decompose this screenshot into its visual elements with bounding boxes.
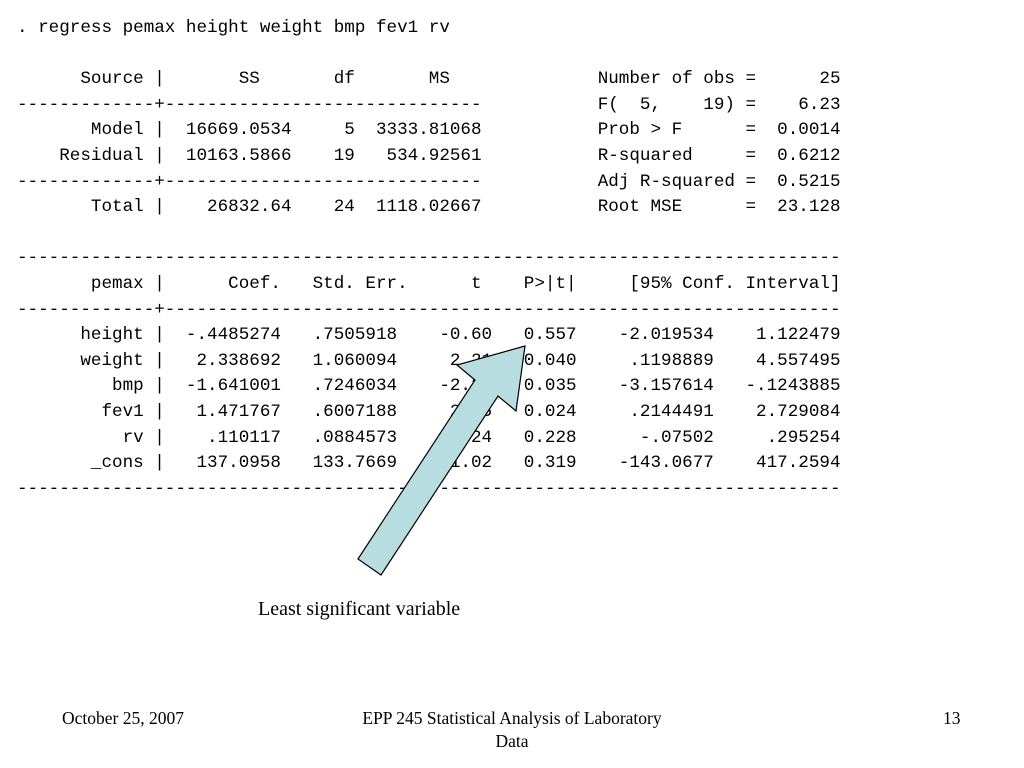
arrow-caption: Least significant variable [258,598,461,620]
coef-header-line: pemax | Coef. Std. Err. t P>|t| [95% Con… [17,273,841,294]
footer-date: October 25, 2007 [62,708,184,728]
stata-output: . regress pemax height weight bmp fev1 r… [17,16,841,502]
coef-row-height: height | -.4485274 .7505918 -0.60 0.557 … [17,325,841,346]
anova-model-line: Model | 16669.0534 5 3333.81068 Prob > F… [17,120,841,141]
separator-line: -------------+--------------------------… [17,94,841,115]
anova-residual-line: Residual | 10163.5866 19 534.92561 R-squ… [17,145,841,166]
separator-line: -------------+--------------------------… [17,299,841,320]
command-line: . regress pemax height weight bmp fev1 r… [17,18,450,38]
footer-page-number: 13 [943,708,961,728]
separator-line: -------------+--------------------------… [17,171,841,192]
footer-title: EPP 245 Statistical Analysis of Laborato… [362,708,662,751]
anova-header-line: Source | SS df MS Number of obs = 25 [17,69,841,90]
arrow-icon [357,345,526,576]
coef-row-cons: _cons | 137.0958 133.7669 1.02 0.319 -14… [90,453,841,474]
separator-line: ----------------------------------------… [17,248,841,269]
coef-row-rv: rv | .110117 .0884573 1.24 0.228 -.07502… [17,427,841,448]
anova-total-line: Total | 26832.64 24 1118.02667 Root MSE … [17,197,841,218]
coef-row-bmp: bmp | -1.641001 .7246034 -2.26 0.035 -3.… [17,376,841,397]
